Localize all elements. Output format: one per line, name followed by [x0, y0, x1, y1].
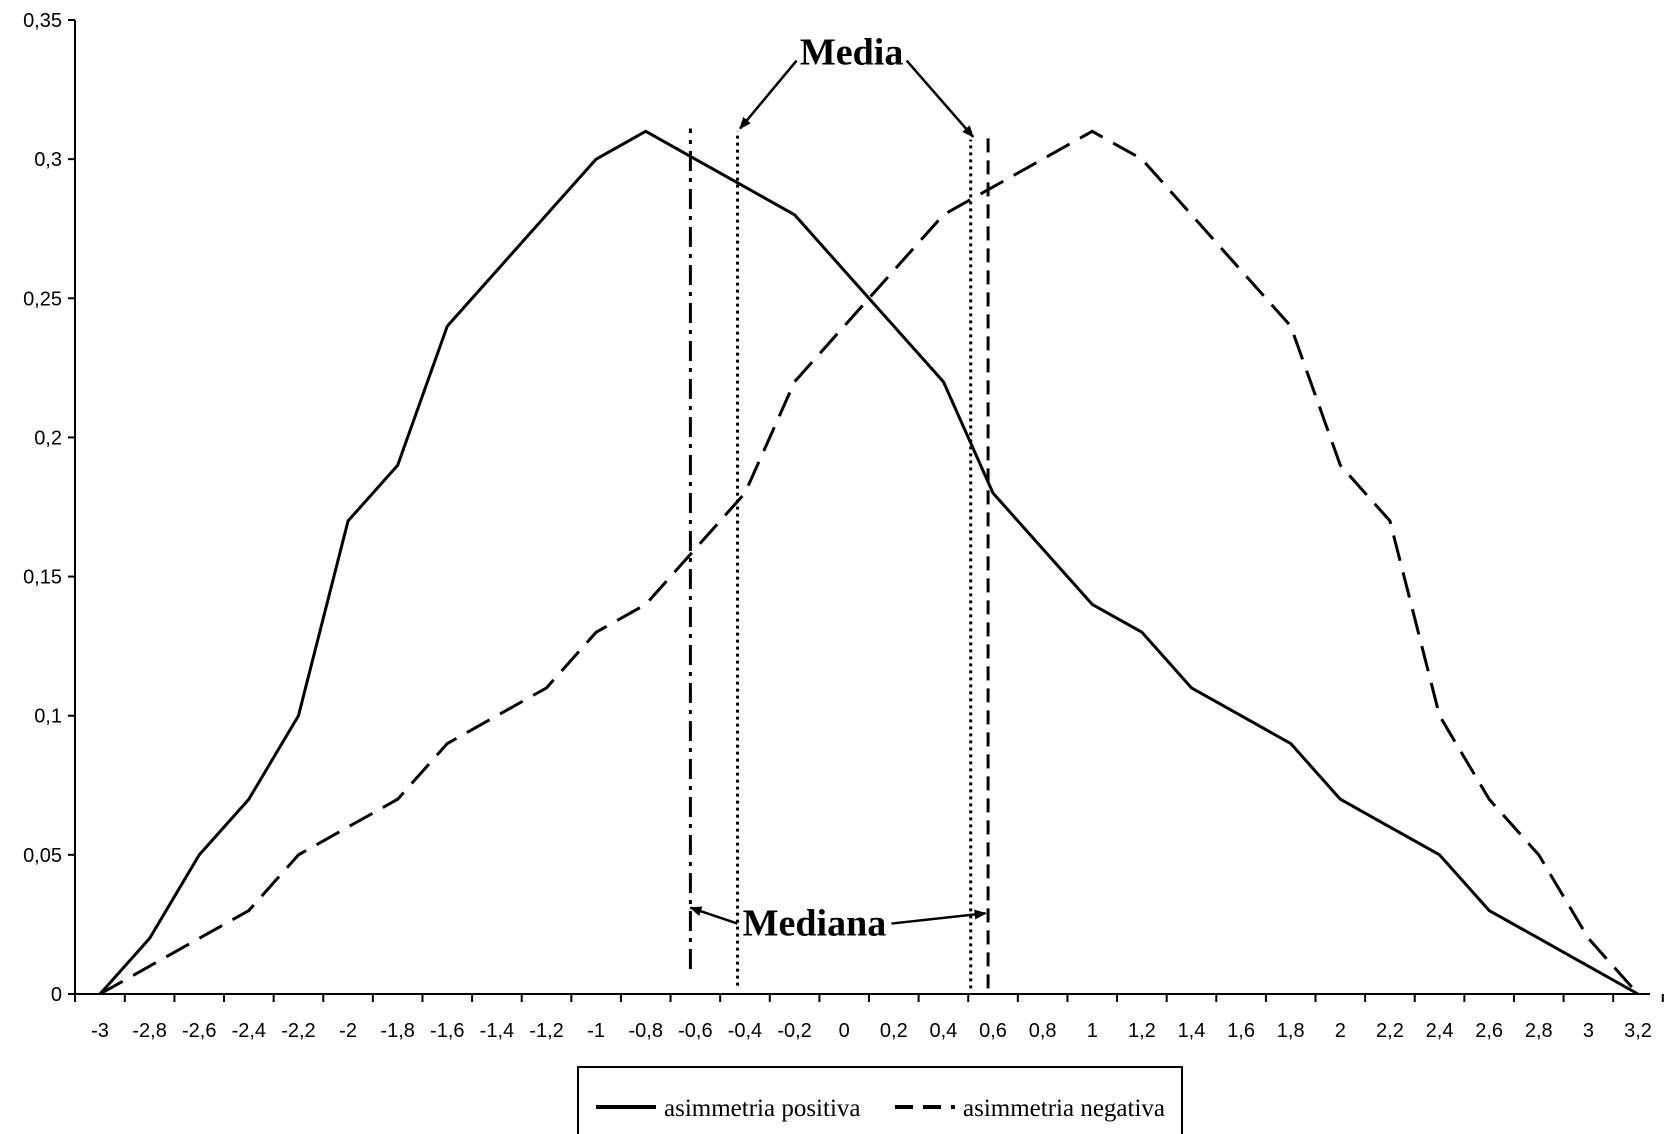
x-tick-label: -0,8 [629, 1020, 663, 1042]
x-tick-label: -1,4 [480, 1020, 514, 1042]
x-tick-label: -3 [91, 1020, 109, 1042]
annotation-arrow [689, 906, 738, 925]
x-tick-label: -2,6 [182, 1020, 216, 1042]
x-tick-label: -2,4 [232, 1020, 266, 1042]
x-tick-label: 0,2 [880, 1020, 908, 1042]
annotations: Media Mediana [689, 32, 987, 945]
x-tick-label: 2,2 [1376, 1020, 1404, 1042]
y-tick-label: 0,2 [34, 427, 62, 449]
y-tick-label: 0,15 [23, 567, 62, 589]
x-tick-label: -1,2 [529, 1020, 563, 1042]
y-tick-label: 0,25 [23, 288, 62, 310]
x-tick-label: -0,6 [678, 1020, 712, 1042]
x-tick-label: 1,8 [1277, 1020, 1305, 1042]
x-tick-label: 2,8 [1525, 1020, 1553, 1042]
legend-label: asimmetria negativa [963, 1095, 1165, 1122]
x-tick-label: 3,2 [1624, 1020, 1652, 1042]
y-tick-label: 0,05 [23, 845, 62, 867]
reference-lines [688, 128, 990, 989]
x-tick-label: 2 [1335, 1020, 1346, 1042]
annotation-label-mediana: Mediana [743, 903, 887, 945]
x-tick-label: -1,8 [380, 1020, 414, 1042]
series-line-negative [99, 129, 1640, 996]
legend-label: asimmetria positiva [664, 1095, 860, 1122]
x-tick-label: -2 [339, 1020, 357, 1042]
annotation-arrow [739, 59, 798, 130]
x-tick-label: -1 [587, 1020, 605, 1042]
x-tick-label: -0,2 [777, 1020, 811, 1042]
y-tick-label: 0,3 [34, 149, 62, 171]
series-group [98, 129, 1640, 996]
x-tick-label: 1,6 [1227, 1020, 1255, 1042]
legend: asimmetria positiva asimmetria negativa [577, 1066, 1183, 1134]
legend-box [577, 1066, 1183, 1134]
x-tick-label: -1,6 [430, 1020, 464, 1042]
annotation-arrow [905, 59, 975, 138]
x-tick-label: 1 [1087, 1020, 1098, 1042]
x-tick-label: -2,2 [281, 1020, 315, 1042]
x-tick-label: 2,6 [1475, 1020, 1503, 1042]
y-tick-label: 0 [51, 984, 62, 1006]
y-tick-label: 0,1 [34, 706, 62, 728]
x-tick-label: 0 [839, 1020, 850, 1042]
x-tick-label: 2,4 [1426, 1020, 1454, 1042]
x-tick-label: 0,8 [1029, 1020, 1057, 1042]
annotation-label-media: Media [800, 32, 903, 74]
x-tick-label: -2,8 [132, 1020, 166, 1042]
axes: 0 0,05 0,1 0,15 0,2 0,25 0,3 0,35 -3 -2,8 -2,6 -2,4… [23, 10, 1664, 1042]
x-tick-label: 1,2 [1128, 1020, 1156, 1042]
x-tick-label: 0,4 [930, 1020, 958, 1042]
x-tick-label: -0,4 [728, 1020, 762, 1042]
series-line-positive [98, 129, 1639, 996]
x-tick-label: 0,6 [979, 1020, 1007, 1042]
x-tick-label: 1,4 [1178, 1020, 1206, 1042]
x-tick-label: 3 [1583, 1020, 1594, 1042]
y-tick-label: 0,35 [23, 10, 62, 32]
annotation-arrow [891, 909, 987, 925]
